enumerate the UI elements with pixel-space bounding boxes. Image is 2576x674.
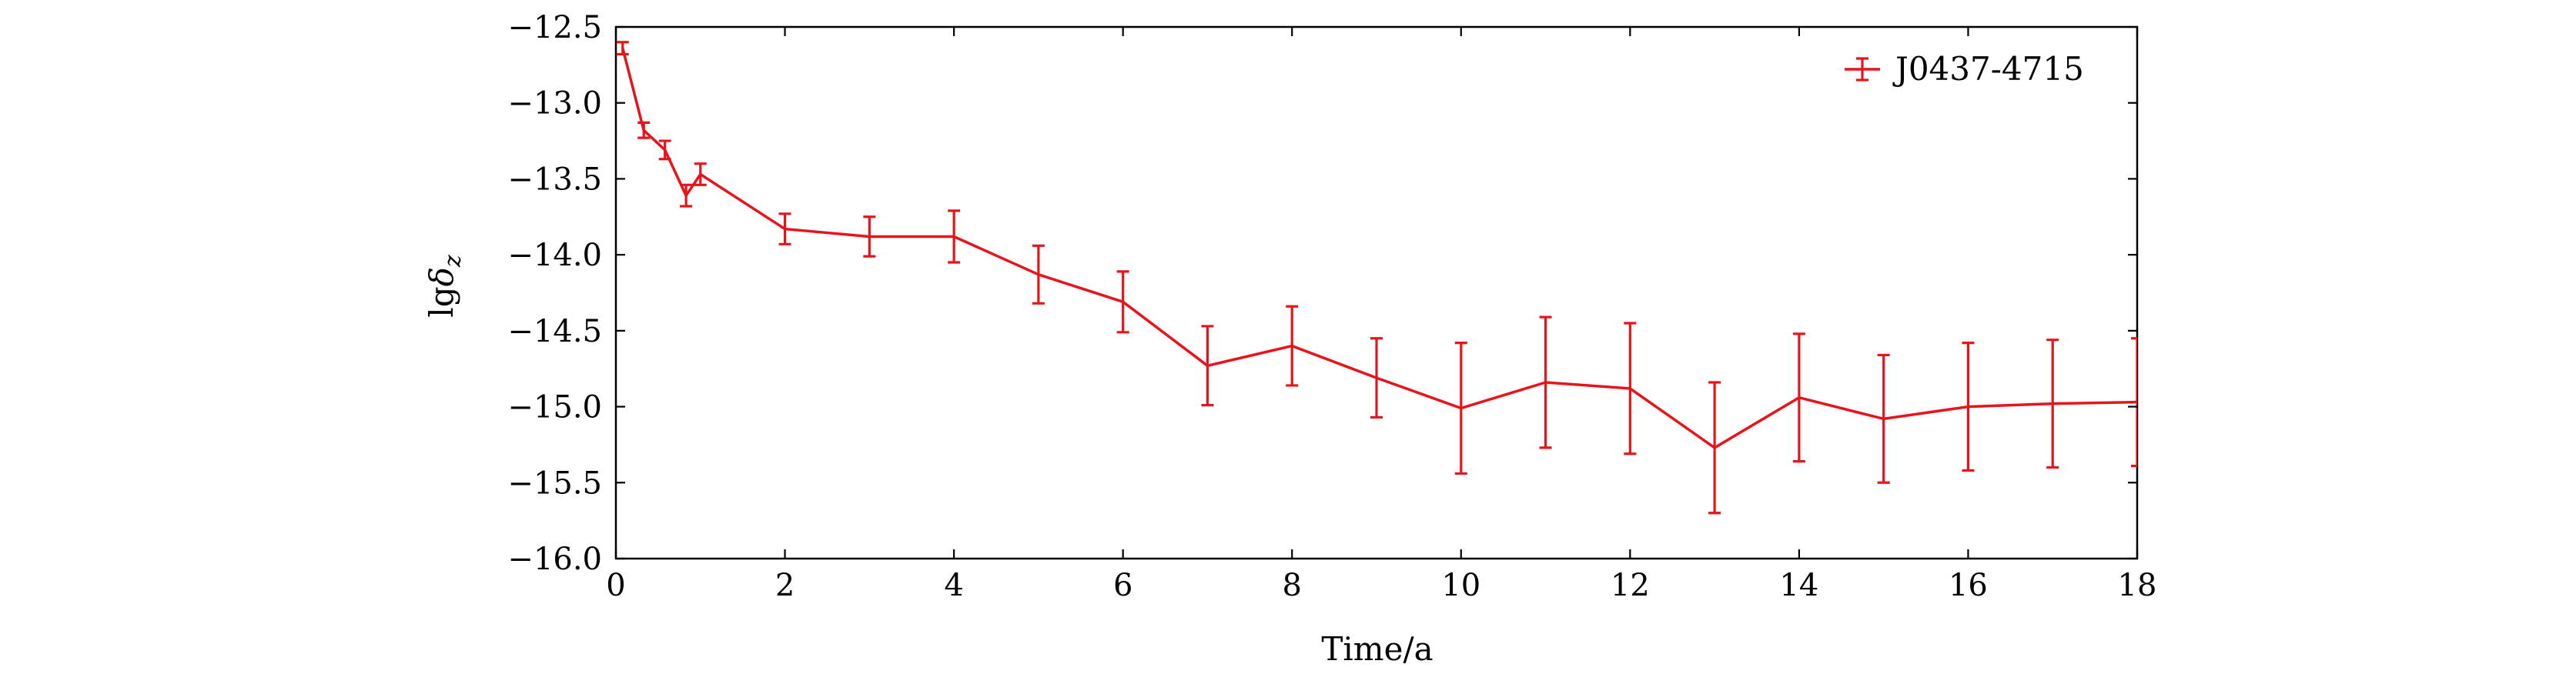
x-tick-label: 18 (2118, 568, 2157, 603)
y-tick-label: −15.0 (507, 390, 602, 425)
legend: J0437-4715 (1845, 50, 2084, 88)
y-tick-label: −14.0 (507, 238, 602, 273)
axes-layer: 0 2 4 6 8 10 12 14 16 18 −12.5 −13.0 −13.5 −14.0 −14.5… (507, 10, 2156, 603)
y-tick-label: −14.5 (507, 314, 602, 349)
x-tick-label: 16 (1949, 568, 1988, 603)
series-line (621, 48, 2137, 449)
x-axis-title: Time/a (1321, 630, 1433, 668)
x-tick-label: 8 (1282, 568, 1301, 603)
x-tick-label: 6 (1113, 568, 1132, 603)
plot-frame (614, 25, 2139, 560)
x-tick-label: 10 (1441, 568, 1480, 603)
y-tick-label: −16.0 (507, 542, 602, 577)
series-group (616, 41, 2137, 515)
y-axis-title: lgδz (423, 255, 467, 318)
y-axis-title-base: lg (423, 286, 460, 317)
x-tick-label: 12 (1611, 568, 1650, 603)
y-tick-label: −13.0 (507, 86, 602, 122)
y-tick-label: −15.5 (507, 465, 602, 501)
y-axis-title-subscript: z (440, 255, 467, 268)
plot-area (614, 25, 2139, 560)
y-tick-label: −13.5 (507, 162, 602, 197)
x-tick-label: 4 (944, 568, 963, 603)
series-layer (616, 41, 2137, 515)
x-tick-label: 14 (1779, 568, 1818, 603)
x-tick-label: 2 (775, 568, 795, 603)
y-tick-label: −12.5 (507, 10, 602, 45)
legend-label: J0437-4715 (1892, 50, 2084, 88)
x-tick-label: 0 (606, 568, 625, 603)
y-axis-title-symbol: δ (423, 267, 460, 286)
